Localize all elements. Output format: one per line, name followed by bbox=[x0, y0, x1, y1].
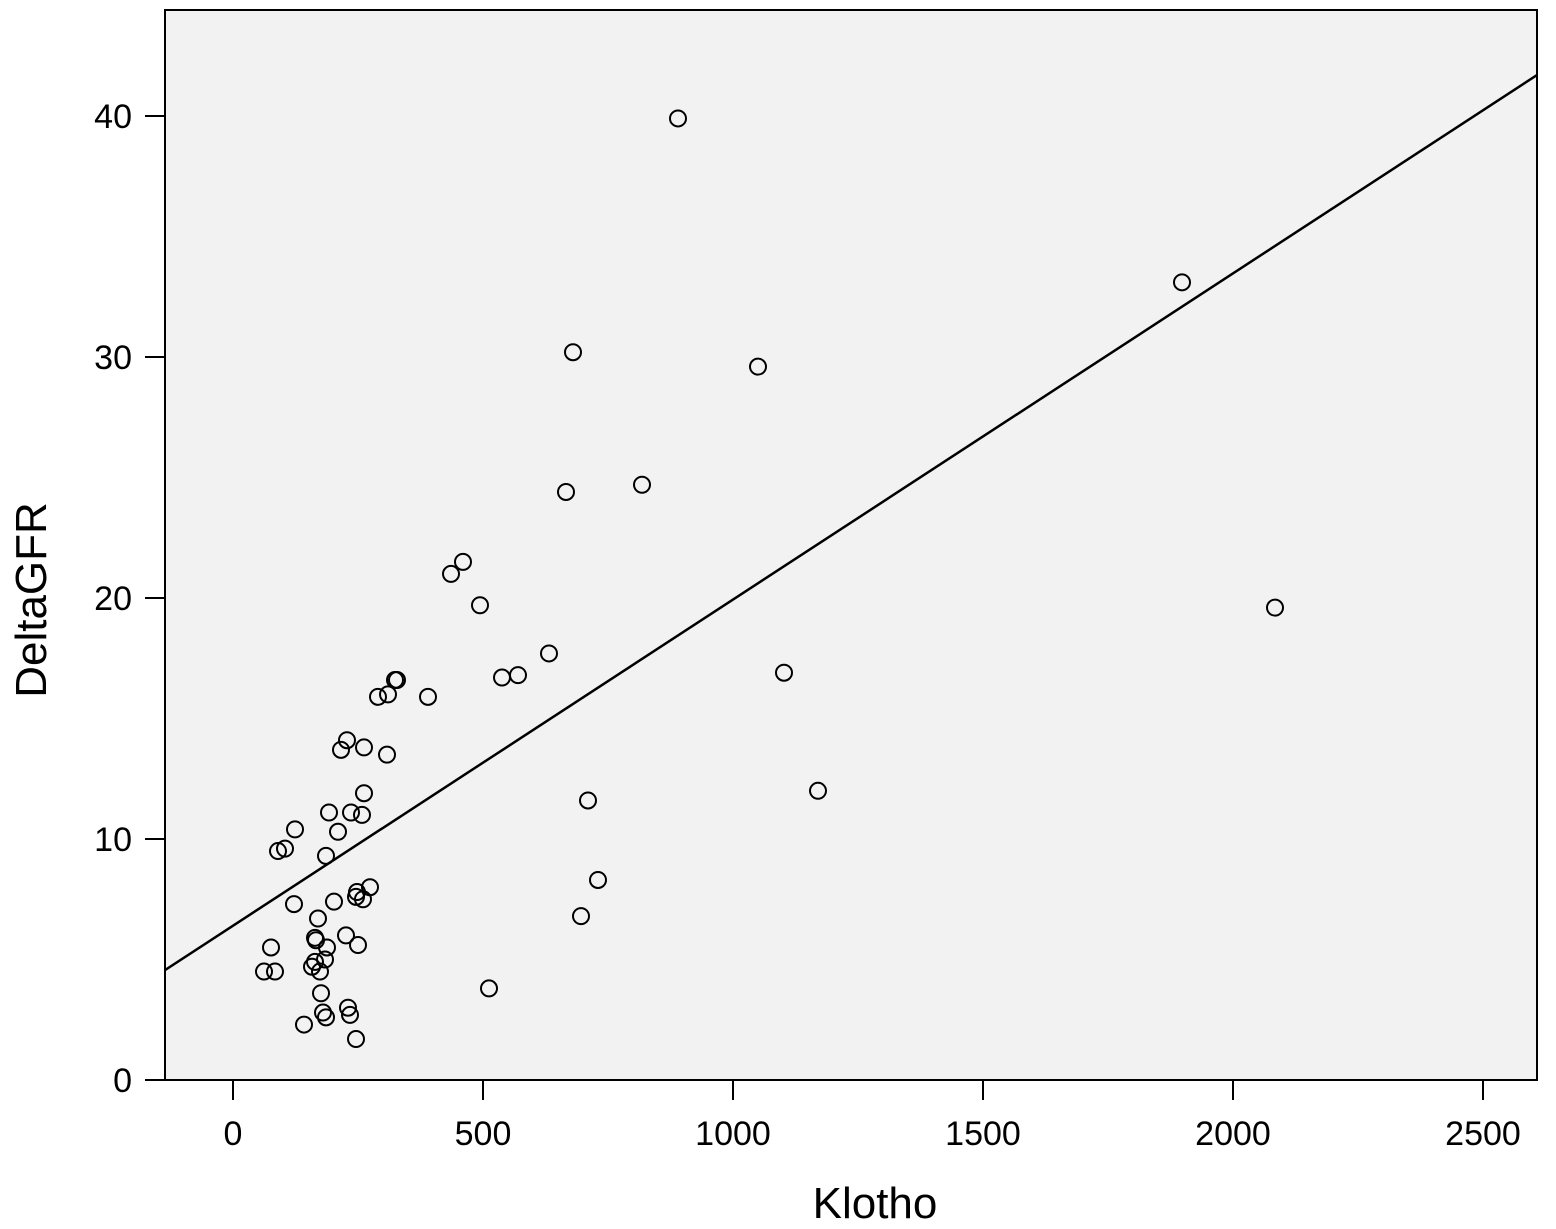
data-point bbox=[589, 870, 607, 889]
data-point bbox=[379, 685, 397, 704]
data-point bbox=[266, 962, 284, 981]
y-tick-label: 30 bbox=[94, 339, 132, 377]
x-tick-label: 500 bbox=[455, 1115, 512, 1153]
data-point bbox=[572, 907, 590, 926]
data-point bbox=[633, 475, 651, 494]
data-point bbox=[369, 687, 387, 706]
data-point bbox=[318, 938, 336, 957]
data-point bbox=[540, 644, 558, 663]
data-point bbox=[1173, 273, 1191, 292]
data-point bbox=[317, 1008, 335, 1027]
data-point bbox=[311, 962, 329, 981]
data-point bbox=[509, 666, 527, 685]
data-point bbox=[269, 842, 287, 861]
data-point bbox=[342, 803, 360, 822]
data-point bbox=[309, 909, 327, 928]
data-point bbox=[669, 109, 687, 128]
data-point bbox=[337, 926, 355, 945]
data-point bbox=[339, 998, 357, 1017]
data-point bbox=[325, 892, 343, 911]
data-point bbox=[354, 890, 372, 909]
data-point bbox=[338, 731, 356, 750]
data-point bbox=[332, 740, 350, 759]
data-point bbox=[341, 1005, 359, 1024]
data-point bbox=[347, 1030, 365, 1049]
fit-line bbox=[165, 74, 1537, 972]
data-point bbox=[320, 803, 338, 822]
data-point bbox=[557, 482, 575, 501]
data-point bbox=[295, 1015, 313, 1034]
data-point bbox=[312, 984, 330, 1003]
data-point bbox=[355, 784, 373, 803]
data-point bbox=[317, 846, 335, 865]
data-point bbox=[286, 820, 304, 839]
data-point bbox=[454, 552, 472, 571]
data-point bbox=[353, 805, 371, 824]
data-point bbox=[809, 781, 827, 800]
data-point bbox=[749, 357, 767, 376]
data-point bbox=[775, 663, 793, 682]
data-point bbox=[442, 564, 460, 583]
y-tick-label: 10 bbox=[94, 821, 132, 859]
x-tick-label: 2500 bbox=[1445, 1115, 1521, 1153]
y-tick-label: 40 bbox=[94, 98, 132, 136]
data-point bbox=[349, 936, 367, 955]
data-point bbox=[388, 670, 406, 689]
data-point bbox=[314, 1003, 332, 1022]
y-axis-title: DeltaGFR bbox=[7, 502, 56, 698]
data-point bbox=[419, 687, 437, 706]
data-point bbox=[306, 952, 324, 971]
data-point bbox=[471, 596, 489, 615]
plot-area bbox=[164, 9, 1538, 1081]
x-tick-label: 2000 bbox=[1195, 1115, 1271, 1153]
y-tick-label: 20 bbox=[94, 580, 132, 618]
x-tick-label: 1500 bbox=[945, 1115, 1021, 1153]
data-point bbox=[355, 738, 373, 757]
x-tick-label: 1000 bbox=[695, 1115, 771, 1153]
data-point bbox=[579, 791, 597, 810]
data-point bbox=[564, 343, 582, 362]
y-tick-label: 0 bbox=[113, 1062, 132, 1100]
data-point bbox=[480, 979, 498, 998]
data-point bbox=[285, 895, 303, 914]
x-axis-title: Klotho bbox=[813, 1179, 938, 1228]
data-point bbox=[1266, 598, 1284, 617]
data-point bbox=[262, 938, 280, 957]
data-point bbox=[378, 745, 396, 764]
data-point bbox=[255, 962, 273, 981]
x-tick-label: 0 bbox=[224, 1115, 243, 1153]
data-point bbox=[329, 822, 347, 841]
